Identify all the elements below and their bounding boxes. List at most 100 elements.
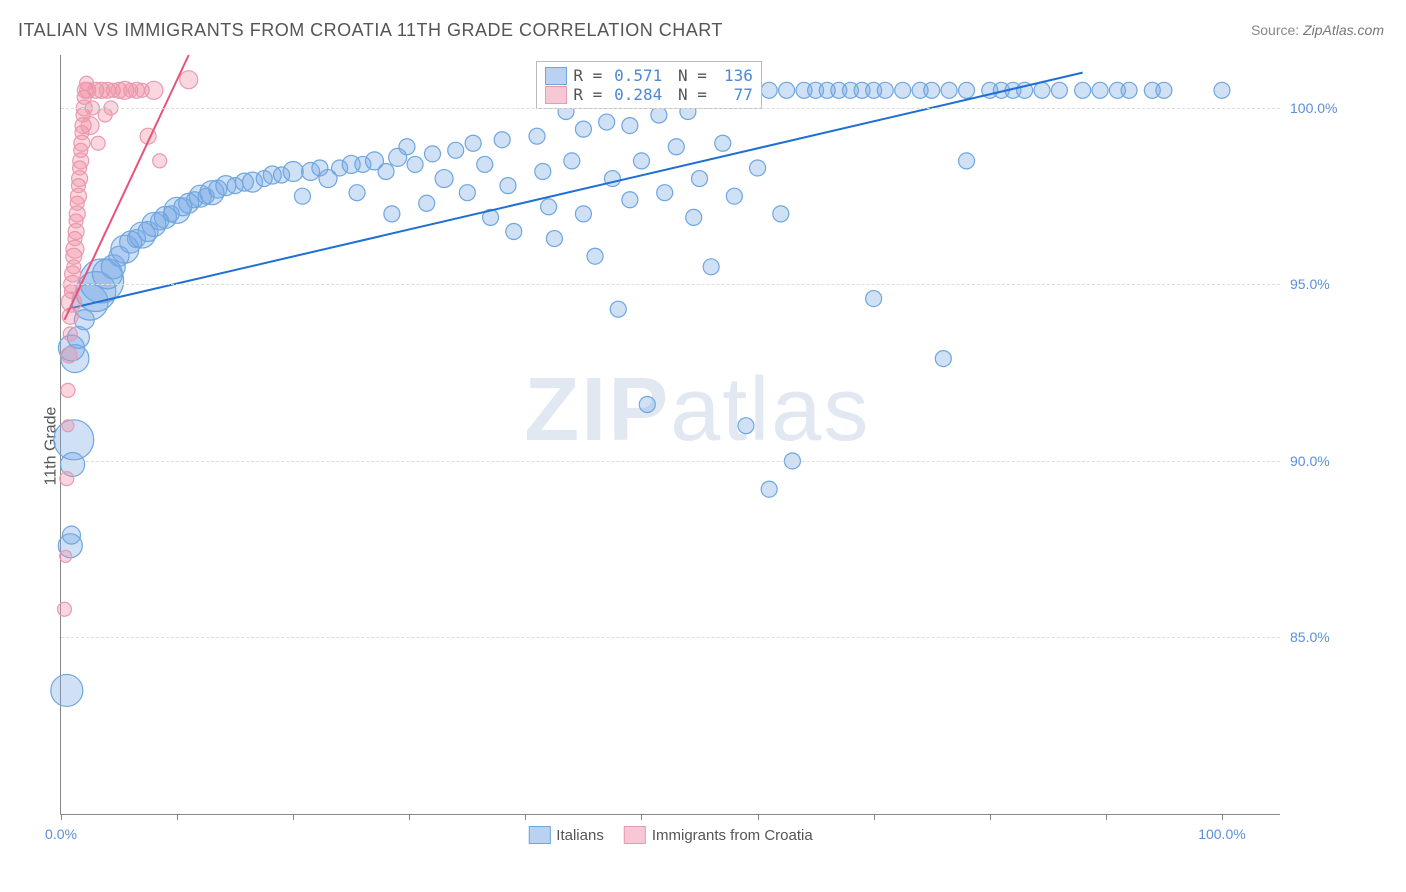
data-point [494,132,510,148]
data-point [535,163,551,179]
legend-r-value: 0.571 [608,66,662,85]
data-point [529,128,545,144]
data-point [599,114,615,130]
data-point [63,327,77,341]
data-point [587,248,603,264]
data-point [180,71,198,89]
data-point [1092,82,1108,98]
data-point [622,192,638,208]
legend-n-value: 77 [713,85,753,104]
data-point [935,351,951,367]
data-point [477,156,493,172]
data-point [633,153,649,169]
data-point [866,291,882,307]
legend-label: Immigrants from Croatia [652,827,813,844]
data-point [57,602,71,616]
data-point [651,107,667,123]
data-point [61,383,75,397]
data-point [773,206,789,222]
data-point [91,136,105,150]
data-point [1075,82,1091,98]
data-point [610,301,626,317]
grid-line [61,108,1280,109]
data-point [378,163,394,179]
x-tick-mark [641,814,642,820]
data-point [575,206,591,222]
data-point [399,139,415,155]
data-point [564,153,580,169]
data-point [153,154,167,168]
legend-r-label: R = [573,85,602,104]
legend-swatch [545,86,567,104]
data-point [384,206,400,222]
data-point [62,526,80,544]
data-point [541,199,557,215]
data-point [959,82,975,98]
data-point [877,82,893,98]
legend-row: R =0.571 N =136 [545,66,752,85]
scatter-plot-area: ZIPatlas R =0.571 N =136R =0.284 N =77 I… [60,55,1280,815]
x-tick-mark [293,814,294,820]
data-point [283,161,303,181]
data-point [1214,82,1230,98]
grid-line [61,637,1280,638]
data-point [294,188,310,204]
correlation-legend: R =0.571 N =136R = 0.284 N = 77 [536,61,761,109]
data-point [145,81,163,99]
x-tick-mark [525,814,526,820]
data-point [500,178,516,194]
source-attribution: Source: ZipAtlas.com [1251,22,1384,38]
data-point [1156,82,1172,98]
data-point [686,209,702,225]
x-tick-label: 0.0% [45,826,77,842]
plot-svg-overlay [61,55,1280,814]
data-point [465,135,481,151]
x-tick-label: 100.0% [1198,826,1245,842]
data-point [575,121,591,137]
legend-row: R = 0.284 N = 77 [545,85,752,104]
legend-r-value: 0.284 [608,85,662,104]
x-tick-mark [409,814,410,820]
data-point [506,224,522,240]
grid-line [61,284,1280,285]
x-tick-mark [61,814,62,820]
data-point [1034,82,1050,98]
legend-label: Italians [556,827,604,844]
data-point [60,550,72,562]
source-value: ZipAtlas.com [1303,22,1384,38]
data-point [349,185,365,201]
data-point [1121,82,1137,98]
legend-item: Immigrants from Croatia [624,826,813,844]
data-point [726,188,742,204]
data-point [703,259,719,275]
x-tick-mark [990,814,991,820]
data-point [62,420,74,432]
data-point [941,82,957,98]
data-point [425,146,441,162]
data-point [779,82,795,98]
data-point [407,156,423,172]
data-point [546,231,562,247]
data-point [895,82,911,98]
data-point [924,82,940,98]
legend-swatch [528,826,550,844]
y-tick-label: 100.0% [1290,100,1370,116]
data-point [639,396,655,412]
x-tick-mark [1222,814,1223,820]
data-point [419,195,435,211]
legend-swatch [624,826,646,844]
x-tick-mark [758,814,759,820]
data-point [622,118,638,134]
legend-n-label: N = [668,85,707,104]
data-point [738,418,754,434]
x-tick-mark [874,814,875,820]
data-point [750,160,766,176]
y-tick-label: 85.0% [1290,629,1370,645]
data-point [459,185,475,201]
grid-line [61,461,1280,462]
x-tick-mark [177,814,178,820]
data-point [81,117,99,135]
data-point [761,481,777,497]
chart-container: { "title": "ITALIAN VS IMMIGRANTS FROM C… [0,0,1406,892]
y-tick-label: 95.0% [1290,276,1370,292]
